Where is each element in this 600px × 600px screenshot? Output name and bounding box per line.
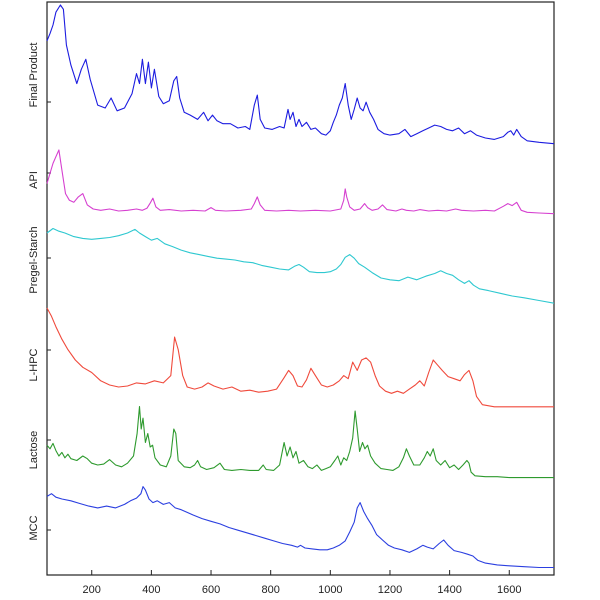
trace-final-product	[46, 4, 555, 145]
trace-api	[46, 149, 555, 215]
trace-l-hpc	[46, 307, 554, 408]
row-labels: Final Product API Pregel-Starch L-HPC Lactos…	[28, 43, 40, 541]
row-label-l-hpc: L-HPC	[28, 348, 40, 381]
x-tick-label: 1200	[378, 584, 402, 596]
x-tick-label: 600	[202, 584, 220, 596]
trace-pregel-starch	[46, 227, 555, 304]
row-label-api: API	[28, 171, 40, 189]
row-label-final-product: Final Product	[28, 43, 40, 108]
trace-group	[46, 4, 555, 569]
x-tick-label: 1000	[318, 584, 342, 596]
x-axis: 200 400 600 800 1000 1200 1400 1600	[83, 570, 522, 596]
trace-lactose	[46, 405, 554, 479]
x-tick-label: 400	[142, 584, 160, 596]
plot-frame	[46, 1, 555, 576]
x-tick-label: 200	[83, 584, 101, 596]
row-label-pregel-starch: Pregel-Starch	[28, 226, 40, 293]
x-tick-label: 1600	[497, 584, 521, 596]
trace-mcc	[46, 486, 554, 569]
x-tick-label: 800	[261, 584, 279, 596]
x-tick-label: 1400	[437, 584, 461, 596]
row-label-mcc: MCC	[28, 515, 40, 540]
row-label-lactose: Lactose	[28, 431, 40, 470]
